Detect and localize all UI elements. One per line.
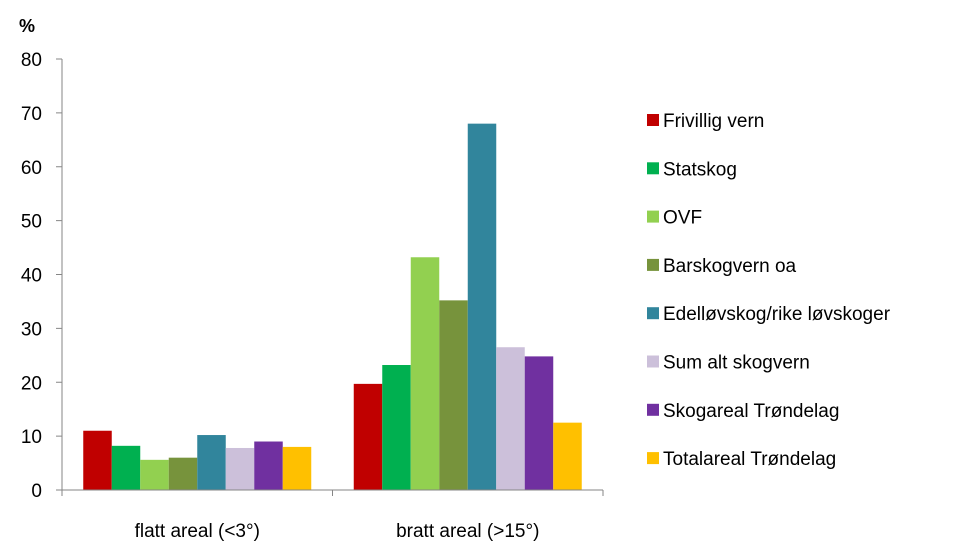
legend-swatch (647, 210, 659, 223)
bar (410, 257, 440, 490)
bar (467, 123, 497, 491)
y-tick-label: 40 (21, 266, 42, 287)
legend-swatch (647, 114, 659, 126)
bar (140, 459, 169, 490)
y-tick-label: 10 (21, 427, 42, 448)
legend-label: Skogareal Trøndelag (663, 401, 839, 422)
legend-swatch (647, 355, 659, 368)
legend-label: Edelløvskog/rike løvskoger (663, 304, 891, 325)
y-axis: 0 10 20 30 40 50 60 70 80 (21, 50, 62, 502)
bar (197, 435, 226, 490)
bar (111, 445, 141, 490)
y-tick-label: 20 (21, 373, 42, 394)
legend-swatch (647, 307, 659, 320)
bar (353, 383, 383, 490)
y-tick-label: 60 (21, 158, 42, 179)
bar (496, 347, 525, 490)
x-axis-categories: flatt areal (<3°) bratt areal (>15°) (135, 521, 540, 542)
bar (524, 356, 554, 490)
y-axis-unit-label: % (19, 16, 35, 36)
bar (282, 446, 312, 490)
legend-label: Frivillig vern (663, 111, 764, 132)
legend-label: Barskogvern oa (663, 256, 797, 277)
bar (382, 365, 411, 490)
legend-swatch (647, 162, 659, 175)
bar (553, 422, 582, 490)
y-tick-label: 70 (21, 104, 42, 125)
x-category-label: bratt areal (>15°) (396, 521, 539, 542)
y-tick-label: 50 (21, 212, 42, 233)
legend-label: Statskog (663, 159, 737, 180)
bar (254, 441, 283, 490)
legend: Frivillig vern Statskog OVF Barskogvern oa E… (647, 111, 891, 470)
y-tick-label: 30 (21, 319, 42, 340)
x-category-label: flatt areal (<3°) (135, 521, 260, 542)
legend-label: Totalareal Trøndelag (663, 449, 836, 470)
y-tick-label: 80 (21, 50, 42, 71)
legend-swatch (647, 452, 659, 465)
bar (168, 457, 198, 490)
bars (83, 123, 582, 491)
bar (225, 447, 255, 490)
bar (83, 430, 112, 490)
legend-swatch (647, 258, 659, 271)
legend-label: OVF (663, 208, 702, 229)
y-tick-label: 0 (31, 481, 42, 502)
bar (439, 300, 468, 490)
legend-swatch (647, 403, 659, 416)
legend-label: Sum alt skogvern (663, 353, 810, 374)
axes (61, 59, 604, 496)
